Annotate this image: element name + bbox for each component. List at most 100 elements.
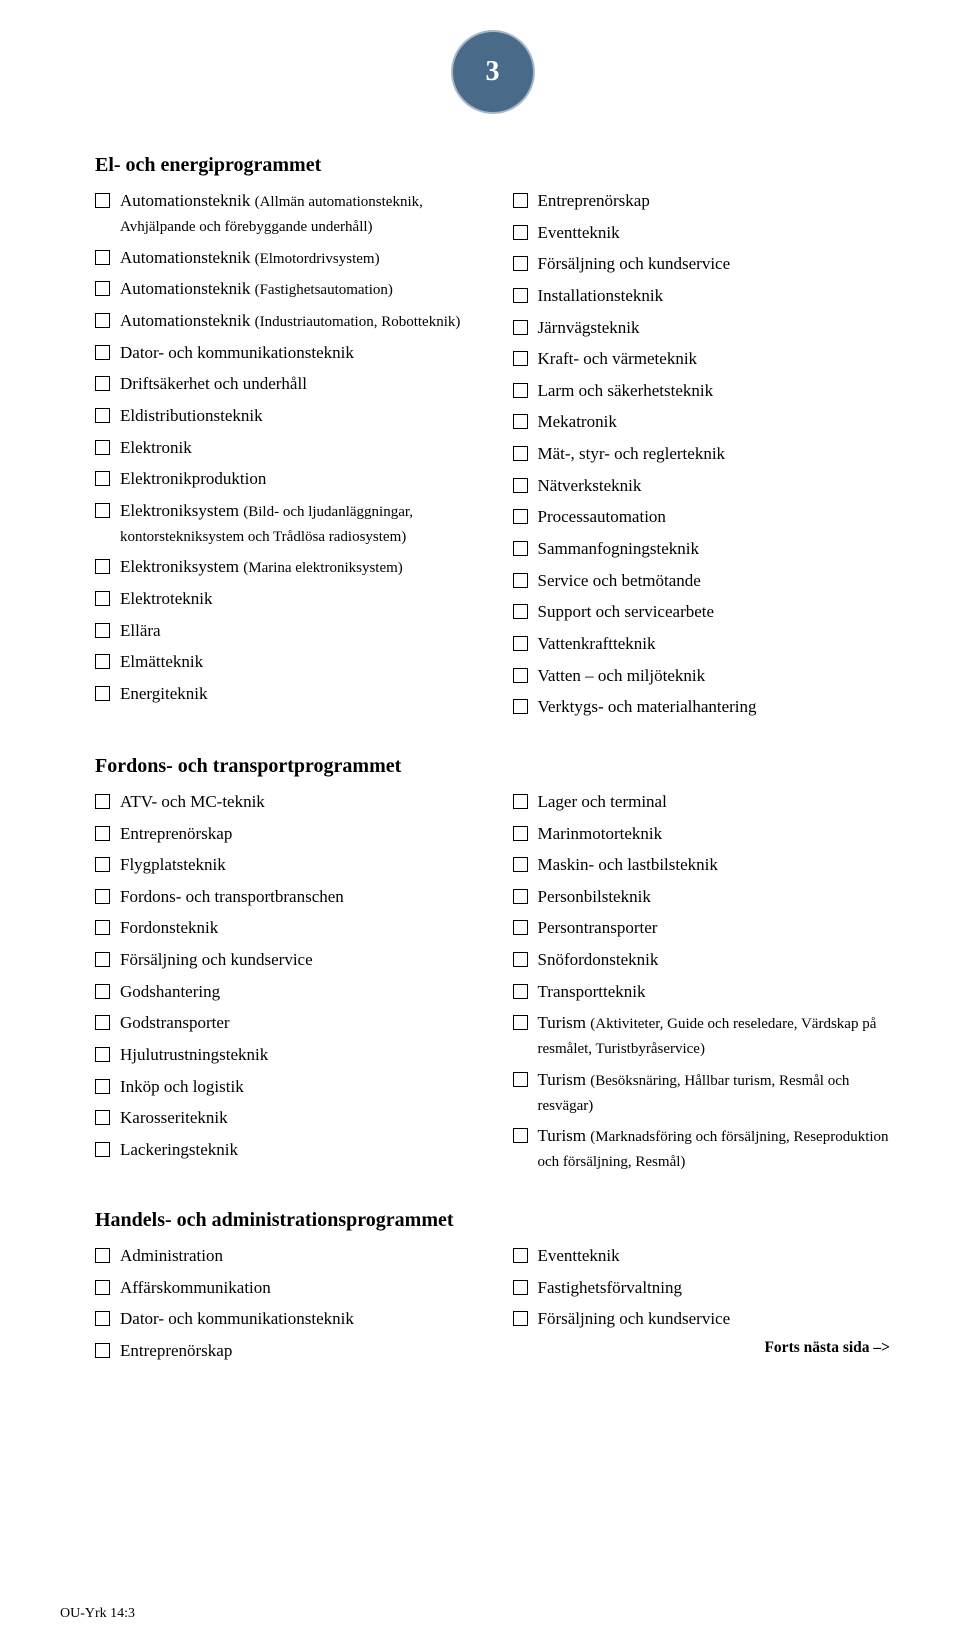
checkbox[interactable] [95, 313, 110, 328]
checklist-item: Elektronik [95, 436, 473, 461]
checkbox[interactable] [95, 1311, 110, 1326]
checkbox[interactable] [513, 509, 528, 524]
checklist-item: Driftsäkerhet och underhåll [95, 372, 473, 397]
checkbox[interactable] [95, 686, 110, 701]
checkbox[interactable] [513, 446, 528, 461]
checklist-item: Fastighetsförvaltning [513, 1276, 891, 1301]
checkbox[interactable] [513, 1248, 528, 1263]
checklist-item-label: Service och betmötande [538, 569, 891, 594]
checkbox[interactable] [95, 281, 110, 296]
checklist-item-label: Automationsteknik (Elmotordrivsystem) [120, 246, 473, 271]
checklist-item-label: Installationsteknik [538, 284, 891, 309]
checklist-item-label: Automationsteknik (Industriautomation, R… [120, 309, 473, 334]
checklist-item-label: Marinmotorteknik [538, 822, 891, 847]
checkbox[interactable] [95, 193, 110, 208]
checklist-item: Automationsteknik (Industriautomation, R… [95, 309, 473, 334]
checklist-item: Entreprenörskap [95, 822, 473, 847]
checkbox[interactable] [95, 1142, 110, 1157]
checklist-item: Dator- och kommunikationsteknik [95, 1307, 473, 1332]
checklist-item-label: Entreprenörskap [538, 189, 891, 214]
checkbox[interactable] [513, 794, 528, 809]
section-heading: El- och energiprogrammet [95, 154, 890, 177]
checkbox[interactable] [95, 654, 110, 669]
checkbox[interactable] [95, 857, 110, 872]
checkbox[interactable] [513, 920, 528, 935]
checkbox[interactable] [95, 1280, 110, 1295]
checkbox[interactable] [513, 857, 528, 872]
checkbox[interactable] [95, 376, 110, 391]
checkbox[interactable] [513, 351, 528, 366]
checklist-item-label: Godstransporter [120, 1011, 473, 1036]
checkbox[interactable] [513, 383, 528, 398]
checkbox[interactable] [95, 503, 110, 518]
checklist-item: Automationsteknik (Allmän automationstek… [95, 189, 473, 239]
checkbox[interactable] [513, 193, 528, 208]
checkbox[interactable] [95, 471, 110, 486]
checklist-item-label: ATV- och MC-teknik [120, 790, 473, 815]
checklist-item: Entreprenörskap [95, 1339, 473, 1364]
checklist-item-label: Fastighetsförvaltning [538, 1276, 891, 1301]
checkbox[interactable] [513, 320, 528, 335]
checkbox[interactable] [95, 889, 110, 904]
checkbox[interactable] [513, 636, 528, 651]
checkbox[interactable] [95, 826, 110, 841]
checkbox[interactable] [513, 1128, 528, 1143]
checklist-item: Godshantering [95, 980, 473, 1005]
checklist-item-label: Kraft- och värmeteknik [538, 347, 891, 372]
checkbox[interactable] [95, 952, 110, 967]
checkbox[interactable] [513, 889, 528, 904]
checkbox[interactable] [513, 478, 528, 493]
checklist-item: ATV- och MC-teknik [95, 790, 473, 815]
checklist-item-label: Entreprenörskap [120, 1339, 473, 1364]
checklist-item-label: Automationsteknik (Allmän automationstek… [120, 189, 473, 239]
checkbox[interactable] [513, 256, 528, 271]
checkbox[interactable] [513, 541, 528, 556]
checkbox[interactable] [95, 345, 110, 360]
checkbox[interactable] [513, 1280, 528, 1295]
checkbox[interactable] [95, 1015, 110, 1030]
checkbox[interactable] [95, 794, 110, 809]
checkbox[interactable] [95, 250, 110, 265]
checkbox[interactable] [95, 408, 110, 423]
checklist-item-label: Larm och säkerhetsteknik [538, 379, 891, 404]
checkbox[interactable] [513, 604, 528, 619]
checkbox[interactable] [513, 984, 528, 999]
checkbox[interactable] [95, 623, 110, 638]
checkbox[interactable] [513, 826, 528, 841]
checklist-item: Eventteknik [513, 221, 891, 246]
checkbox[interactable] [513, 225, 528, 240]
checklist-item: Turism (Besöksnäring, Hållbar turism, Re… [513, 1068, 891, 1118]
checklist-item: Dator- och kommunikationsteknik [95, 341, 473, 366]
checkbox[interactable] [513, 1015, 528, 1030]
checkbox[interactable] [513, 288, 528, 303]
checkbox[interactable] [95, 440, 110, 455]
checklist-item-label: Persontransporter [538, 916, 891, 941]
checkbox[interactable] [95, 1079, 110, 1094]
checkbox[interactable] [95, 1248, 110, 1263]
checkbox[interactable] [513, 668, 528, 683]
checklist-item-label: Godshantering [120, 980, 473, 1005]
checkbox[interactable] [95, 984, 110, 999]
checkbox[interactable] [95, 591, 110, 606]
checklist-item: Flygplatsteknik [95, 853, 473, 878]
checkbox[interactable] [513, 573, 528, 588]
checklist-item: Nätverksteknik [513, 474, 891, 499]
checkbox[interactable] [95, 1110, 110, 1125]
checkbox[interactable] [95, 1343, 110, 1358]
checkbox[interactable] [513, 1072, 528, 1087]
checkbox[interactable] [513, 952, 528, 967]
checklist-item-label: Lager och terminal [538, 790, 891, 815]
checklist-item-label: Personbilsteknik [538, 885, 891, 910]
checkbox[interactable] [95, 559, 110, 574]
checklist-item-label: Maskin- och lastbilsteknik [538, 853, 891, 878]
checklist-item-label: Processautomation [538, 505, 891, 530]
checkbox[interactable] [513, 1311, 528, 1326]
continued-next-page: Forts nästa sida –> [513, 1339, 891, 1357]
checkbox[interactable] [95, 920, 110, 935]
checklist-item-label: Vattenkraftteknik [538, 632, 891, 657]
checklist-item: Persontransporter [513, 916, 891, 941]
checkbox[interactable] [513, 414, 528, 429]
checkbox[interactable] [95, 1047, 110, 1062]
checkbox[interactable] [513, 699, 528, 714]
checklist-item-label: Turism (Marknadsföring och försäljning, … [538, 1124, 891, 1174]
